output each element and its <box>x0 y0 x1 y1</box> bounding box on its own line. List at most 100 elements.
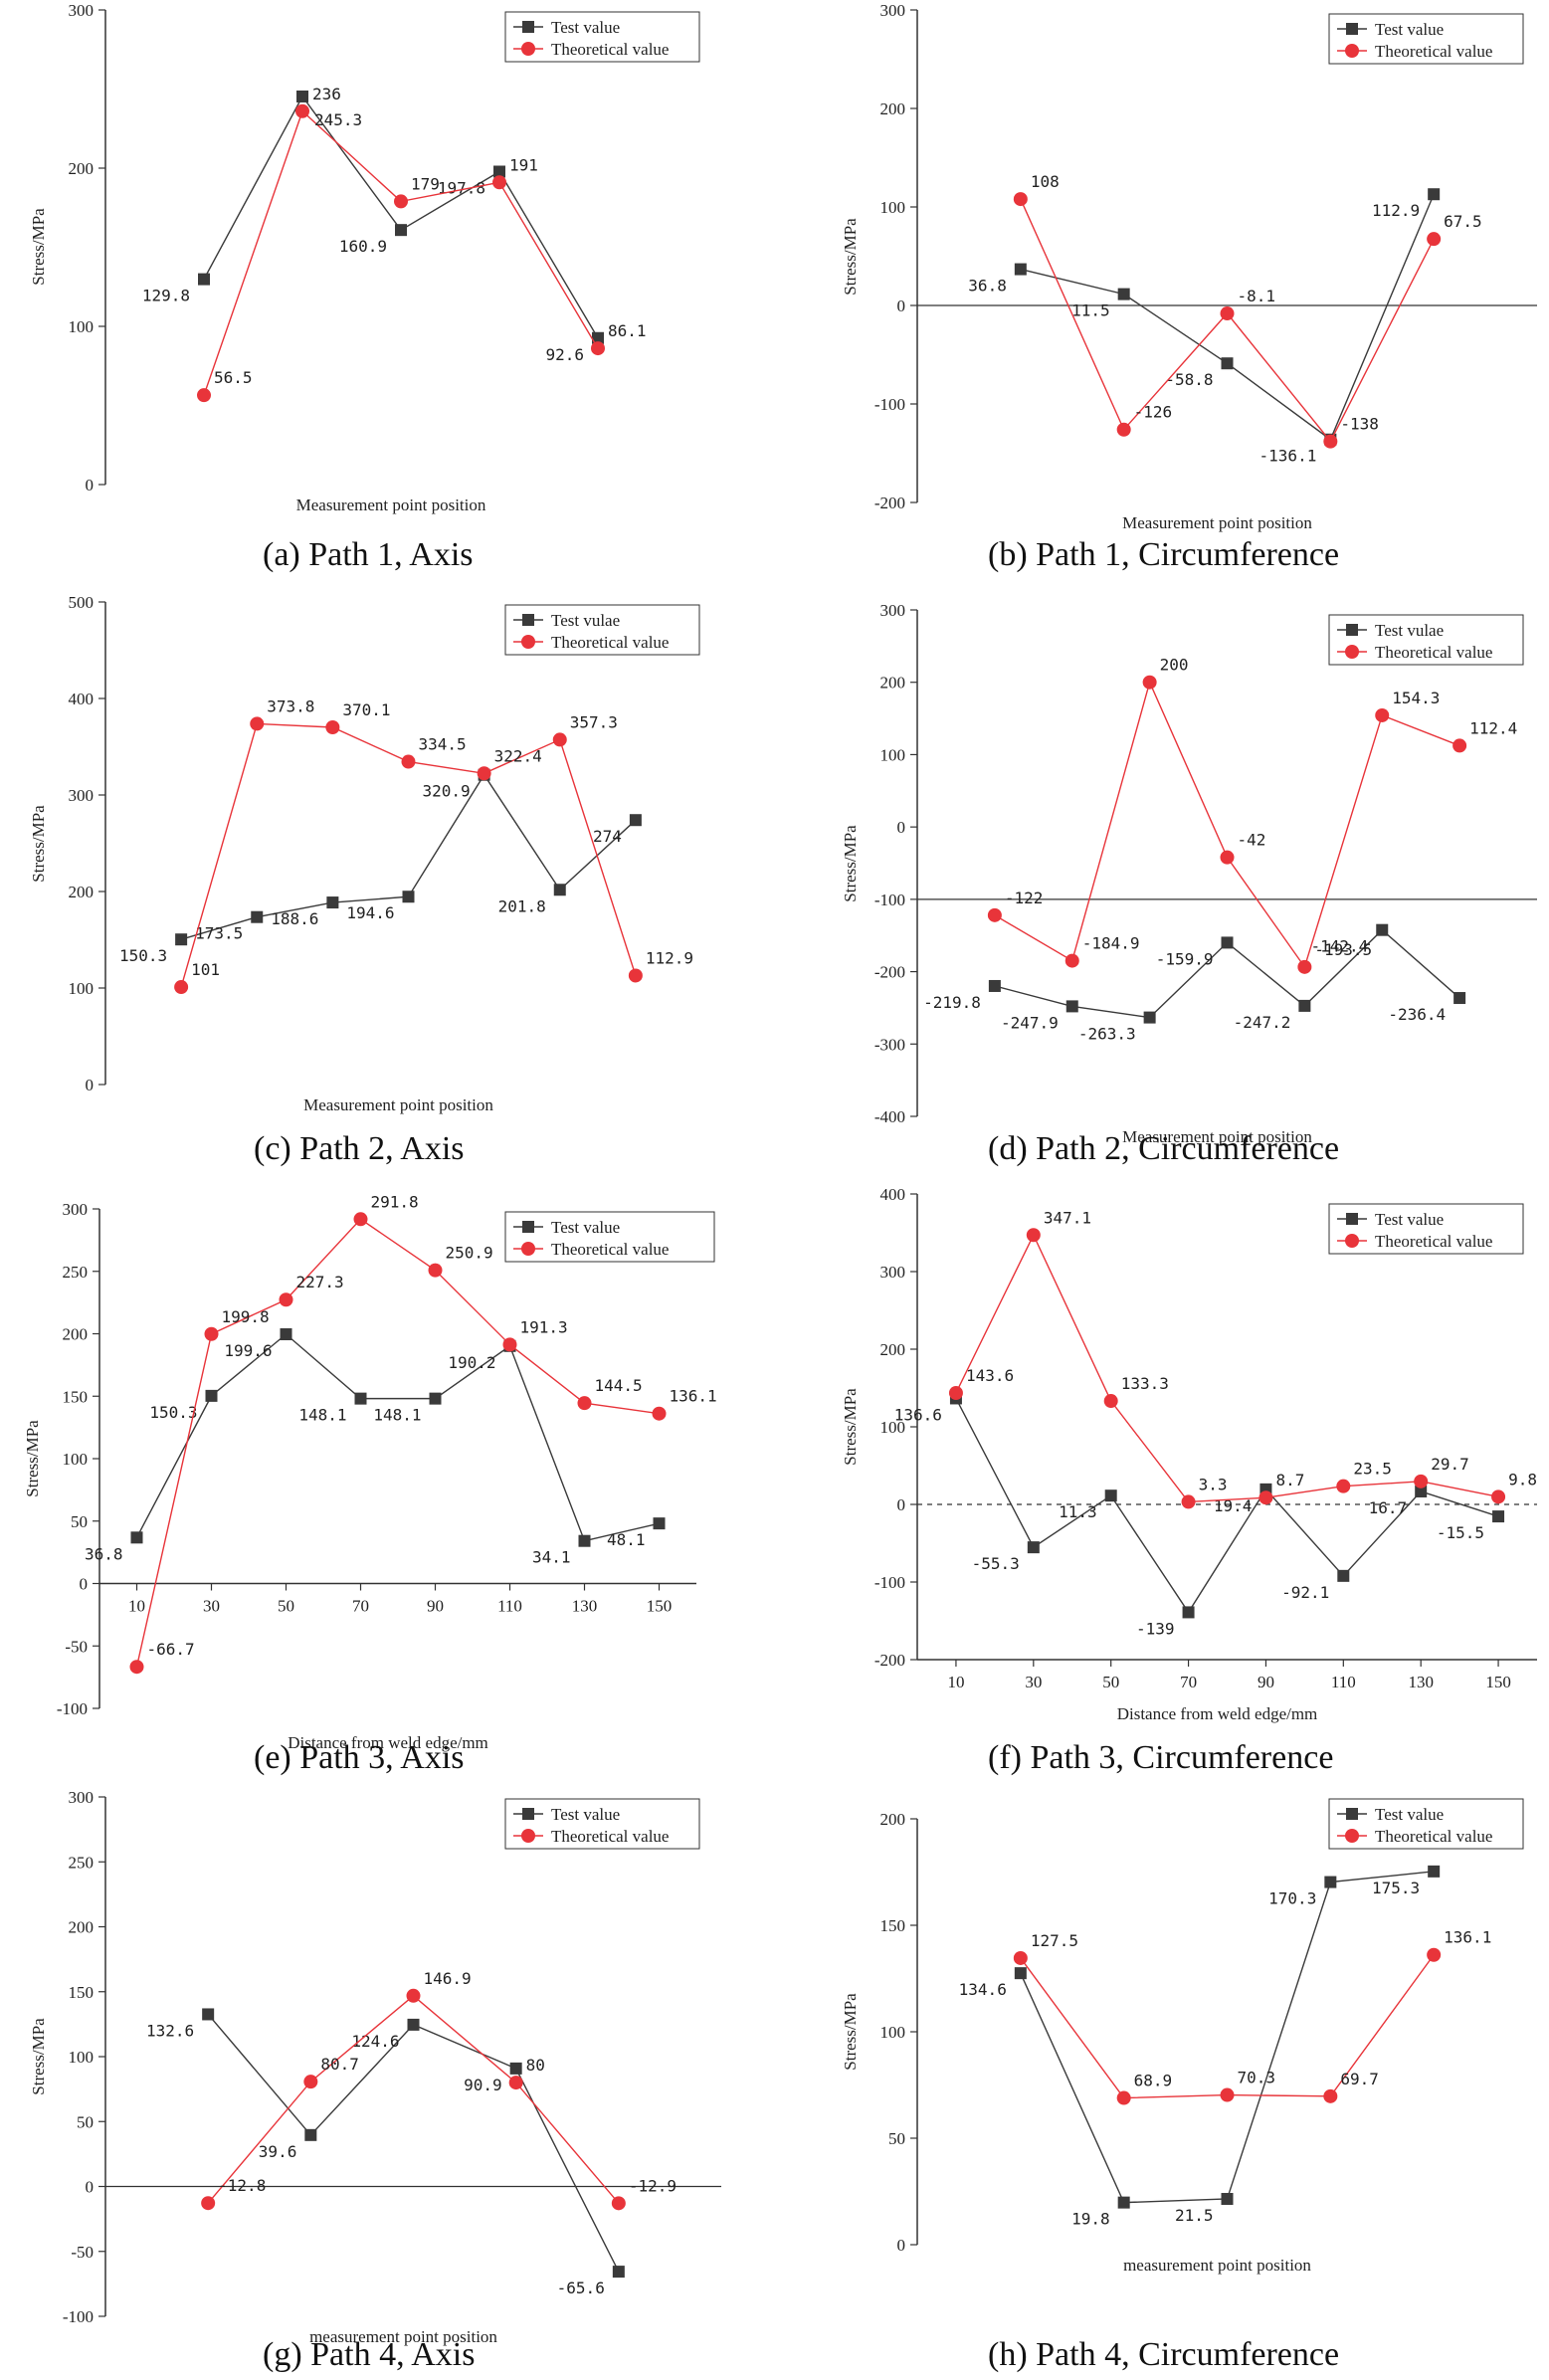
data-point-test <box>429 1392 442 1405</box>
y-tick-label: 150 <box>69 1983 95 2002</box>
x-tick-label: 110 <box>1331 1673 1356 1691</box>
x-axis-label: Measurement point position <box>1122 513 1312 532</box>
data-point-theoretical <box>987 907 1002 922</box>
data-point-theoretical <box>303 2075 318 2089</box>
y-tick-label: -100 <box>874 891 905 909</box>
data-point-theoretical <box>295 103 309 118</box>
data-point-theoretical <box>1452 738 1467 753</box>
data-label: 56.5 <box>214 368 253 387</box>
chart-panel-4: -400 -300 -200 -100 0 100 200 300 Measurement po… <box>841 601 1537 1167</box>
y-tick-label: 200 <box>880 99 906 118</box>
legend-entry: Test vulae <box>551 611 620 630</box>
data-point-theoretical <box>652 1406 667 1421</box>
data-point-test <box>1337 1569 1350 1582</box>
y-tick-label: 0 <box>86 1076 95 1094</box>
data-point-test <box>1065 1000 1078 1013</box>
data-label: 124.6 <box>351 2032 399 2051</box>
legend-entry: Test value <box>1375 20 1444 39</box>
data-label: -247.2 <box>1234 1013 1291 1032</box>
legend: Test value Theoretical value <box>504 1211 715 1263</box>
legend-marker-square <box>1346 624 1358 636</box>
data-label: 127.5 <box>1031 1931 1078 1950</box>
y-tick-label: 0 <box>897 2236 906 2255</box>
legend-entry: Test value <box>551 1805 620 1824</box>
legend: Test value Theoretical value <box>1328 1203 1524 1255</box>
series-line-theoretical <box>994 680 1460 969</box>
legend-box <box>504 604 700 656</box>
legend: Test value Theoretical value <box>504 1798 700 1850</box>
data-point-theoretical <box>502 1337 517 1352</box>
y-tick-label: 100 <box>69 979 95 998</box>
x-tick-label: 10 <box>128 1597 145 1616</box>
data-label: -219.8 <box>923 993 981 1012</box>
x-tick-label: 50 <box>278 1597 294 1616</box>
y-tick-label: -200 <box>874 1651 905 1670</box>
y-tick-label: 100 <box>63 1450 89 1469</box>
chart-panel-3: 0 100 200 300 400 500 Measurement point positi… <box>29 593 700 1167</box>
y-axis-label: Stress/MPa <box>841 1388 860 1466</box>
data-label: 144.5 <box>595 1376 643 1395</box>
data-label: -122 <box>1005 889 1044 907</box>
y-tick-label: 200 <box>69 159 95 178</box>
legend-marker-square <box>1346 23 1358 35</box>
y-tick-label: -50 <box>65 1637 88 1656</box>
data-point-theoretical <box>204 1326 219 1341</box>
legend-marker-square <box>1346 1213 1358 1225</box>
y-tick-label: -100 <box>57 1699 88 1718</box>
data-point-theoretical <box>1297 959 1312 974</box>
data-point-theoretical <box>1323 434 1338 449</box>
legend-entry: Test vulae <box>1375 621 1444 640</box>
data-point-theoretical <box>508 2076 523 2090</box>
data-label: 134.6 <box>959 1980 1007 1999</box>
data-label: 132.6 <box>146 2021 194 2040</box>
legend-marker-square <box>1346 1808 1358 1820</box>
y-tick-label: 100 <box>880 2023 906 2042</box>
data-label: 143.6 <box>966 1366 1014 1385</box>
data-point-theoretical <box>628 968 643 983</box>
data-point-test <box>1415 1485 1428 1497</box>
y-tick-label: 200 <box>880 1810 906 1829</box>
y-tick-label: 200 <box>880 1340 906 1359</box>
data-point-theoretical <box>1181 1494 1196 1509</box>
y-tick-label: 0 <box>897 297 906 315</box>
data-point-theoretical <box>591 341 605 356</box>
data-point-test <box>988 979 1001 992</box>
data-point-theoretical <box>428 1263 443 1278</box>
data-label: 86.1 <box>608 321 647 340</box>
data-point-test <box>612 2266 625 2279</box>
data-point-test <box>251 910 264 923</box>
data-point-theoretical <box>129 1660 144 1675</box>
data-label: 34.1 <box>532 1548 571 1567</box>
data-label: 39.6 <box>259 2142 297 2161</box>
data-point-test <box>205 1389 218 1402</box>
data-label: 19.8 <box>1071 2210 1110 2229</box>
panel-caption: (d) Path 2, Circumference <box>988 1130 1339 1167</box>
data-label: -126 <box>1134 403 1173 422</box>
y-tick-label: 300 <box>69 1 95 20</box>
data-label: 334.5 <box>419 735 467 754</box>
data-label: 274 <box>593 827 622 846</box>
data-point-theoretical <box>611 2196 626 2211</box>
legend-box <box>504 1211 715 1263</box>
y-axis-label: Stress/MPa <box>23 1420 42 1497</box>
legend-entry: Theoretical value <box>551 1240 669 1259</box>
data-label: 136.1 <box>1444 1928 1491 1947</box>
x-tick-label: 150 <box>647 1597 673 1616</box>
legend-box <box>1328 13 1524 65</box>
data-label: 36.8 <box>968 277 1007 296</box>
x-tick-label: 90 <box>1258 1673 1274 1691</box>
y-tick-label: 50 <box>71 1512 88 1531</box>
data-point-test <box>202 2008 215 2021</box>
data-point-theoretical <box>492 175 506 190</box>
legend-box <box>1328 1203 1524 1255</box>
data-label: 129.8 <box>142 287 190 305</box>
data-point-theoretical <box>1323 2088 1338 2103</box>
data-label: 101 <box>191 960 220 979</box>
data-label: -12.9 <box>629 2176 677 2195</box>
data-label: 199.8 <box>222 1307 270 1326</box>
data-point-test <box>395 224 407 237</box>
legend-marker-square <box>522 1808 534 1820</box>
chart-panel-8: 0 50 100 150 200 measurement point position St… <box>841 1798 1524 2373</box>
y-tick-label: 0 <box>897 1495 906 1514</box>
data-point-theoretical <box>1491 1489 1506 1504</box>
